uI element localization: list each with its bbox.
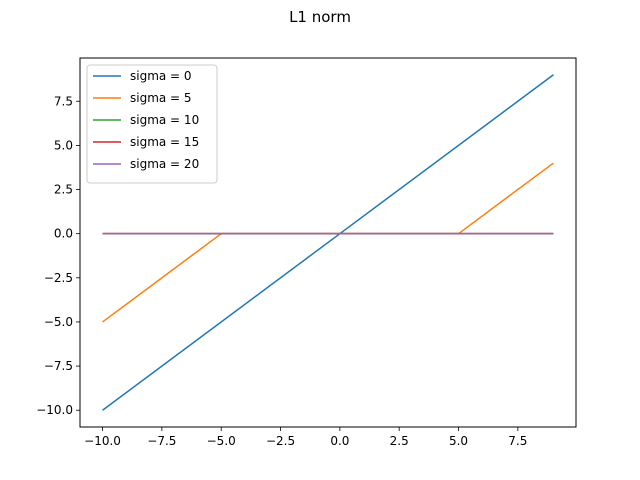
- x-tick-label: −7.5: [147, 434, 176, 448]
- legend-label-0: sigma = 0: [130, 69, 192, 83]
- y-tick-label: −2.5: [44, 271, 73, 285]
- legend-label-3: sigma = 15: [130, 135, 199, 149]
- legend-label-1: sigma = 5: [130, 91, 192, 105]
- x-tick-label: 7.5: [508, 434, 527, 448]
- y-tick-label: 2.5: [54, 183, 73, 197]
- chart-title: L1 norm: [289, 8, 351, 26]
- legend-label-2: sigma = 10: [130, 113, 199, 127]
- legend: sigma = 0 sigma = 5 sigma = 10 sigma = 15 si…: [86, 64, 218, 184]
- x-tick-label: 0.0: [330, 434, 349, 448]
- x-tick-label: 2.5: [390, 434, 409, 448]
- y-axis: −10.0 −7.5 −5.0 −2.5 0.0 2.5 5.0 7.5: [36, 94, 80, 417]
- y-tick-label: 7.5: [54, 94, 73, 108]
- series-layer: [102, 74, 554, 411]
- y-tick-label: −7.5: [44, 359, 73, 373]
- x-axis: −10.0 −7.5 −5.0 −2.5 0.0 2.5 5.0 7.5: [84, 427, 527, 448]
- x-tick-label: −2.5: [266, 434, 295, 448]
- plot-frame: [79, 57, 577, 428]
- y-tick-label: −5.0: [44, 315, 73, 329]
- y-tick-label: 5.0: [54, 138, 73, 152]
- x-tick-label: 5.0: [449, 434, 468, 448]
- y-tick-label: −10.0: [36, 403, 73, 417]
- legend-box: [86, 64, 218, 184]
- y-tick-label: 0.0: [54, 227, 73, 241]
- x-tick-label: −5.0: [207, 434, 236, 448]
- x-tick-label: −10.0: [84, 434, 121, 448]
- legend-label-4: sigma = 20: [130, 157, 199, 171]
